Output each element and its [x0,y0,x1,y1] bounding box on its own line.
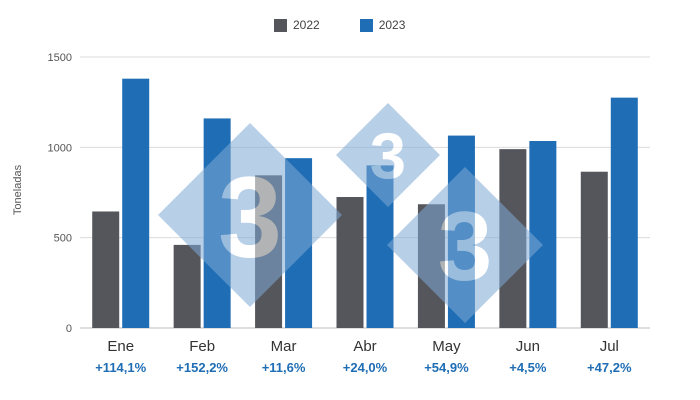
legend-swatch-2022 [274,18,287,32]
bar-2023-Jul [610,97,638,329]
legend-label-2023: 2023 [378,18,406,32]
annotation-Ene: +114,1% [95,360,146,375]
x-tick-label-Jun: Jun [516,338,540,355]
y-axis-label: Toneladas [12,164,24,216]
bar-2022-Ene [92,211,120,328]
y-tick-label-500: 500 [54,233,72,245]
annotation-Abr: +24,0% [343,360,388,375]
watermark-mark-3: 3 [387,167,543,323]
annotation-Feb: +152,2% [176,360,228,375]
x-tick-label-Abr: Abr [353,338,376,355]
watermark-digit-2: 3 [370,119,406,192]
bar-2023-Ene [122,78,150,329]
bar-2023-Jun [529,141,557,328]
x-tick-label-Ene: Ene [107,338,134,355]
legend: 2022 2023 [274,18,445,32]
watermark-diamond-2 [336,103,440,207]
watermark-diamond-3 [387,167,543,323]
legend-label-2022: 2022 [293,18,320,32]
legend-swatch-2023 [359,18,373,32]
watermark-mark-2: 3 [336,103,440,207]
bar-2022-Abr [336,197,364,328]
y-tick-label-1000: 1000 [48,142,72,154]
y-tick-label-1500: 1500 [48,52,72,64]
x-tick-label-Jul: Jul [600,338,619,355]
x-tick-label-May: May [432,338,461,355]
watermark-digit-1: 3 [218,153,282,281]
bar-2022-Feb [173,244,201,328]
x-tick-label-Feb: Feb [189,338,215,355]
watermark: 3 33 [158,103,543,323]
bar-2022-Jul [580,171,608,328]
annotation-May: +54,9% [424,360,469,375]
annotation-Jun: +4,5% [509,360,547,375]
watermark-digit-3: 3 [438,191,493,301]
watermark-mark-1: 3 [158,123,342,307]
legend-item-2022: 2022 [274,18,320,32]
y-tick-label-0: 0 [66,323,72,335]
annotation-Jul: +47,2% [587,360,632,375]
annotation-Mar: +11,6% [262,360,306,375]
legend-item-2023: 2023 [359,18,406,32]
watermark-diamond-1 [158,123,342,307]
x-tick-label-Mar: Mar [271,338,297,355]
